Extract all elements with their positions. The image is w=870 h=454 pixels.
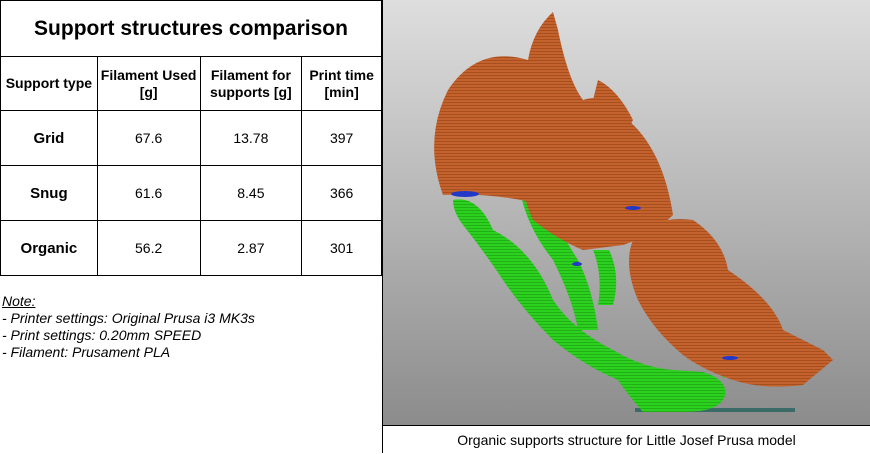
cell-print-time: 366: [301, 165, 382, 221]
cell-filament-used: 56.2: [96, 220, 201, 276]
support-contact-points: [451, 191, 738, 360]
comparison-table: Support structures comparison Support ty…: [0, 0, 382, 276]
cell-filament-supports: 8.45: [199, 165, 303, 221]
table-row: Organic 56.2 2.87 301: [0, 220, 382, 276]
table-row: Grid 67.6 13.78 397: [0, 110, 382, 166]
cell-filament-supports: 2.87: [199, 220, 303, 276]
table-row: Snug 61.6 8.45 366: [0, 165, 382, 221]
print-bed-plate: [635, 408, 795, 412]
header-filament-used: Filament Used [g]: [96, 56, 201, 111]
header-row: Support type Filament Used [g] Filament …: [0, 56, 382, 111]
cell-filament-used: 61.6: [96, 165, 201, 221]
cell-filament-supports: 13.78: [199, 110, 303, 166]
cell-type: Snug: [0, 165, 98, 221]
cell-print-time: 397: [301, 110, 382, 166]
render-caption: Organic supports structure for Little Jo…: [383, 425, 870, 453]
cell-print-time: 301: [301, 220, 382, 276]
notes-line-print-settings: - Print settings: 0.20mm SPEED: [2, 327, 202, 343]
notes-line-filament: - Filament: Prusament PLA: [2, 344, 171, 360]
notes: Note: - Printer settings: Original Prusa…: [2, 293, 255, 361]
render-panel: Organic supports structure for Little Jo…: [383, 0, 870, 453]
cell-filament-used: 67.6: [96, 110, 201, 166]
comparison-panel: Support structures comparison Support ty…: [0, 0, 383, 453]
notes-line-printer: - Printer settings: Original Prusa i3 MK…: [2, 310, 255, 326]
cell-type: Grid: [0, 110, 98, 166]
josef-prusa-model: [434, 12, 833, 387]
cell-type: Organic: [0, 220, 98, 276]
header-filament-supports: Filament for supports [g]: [199, 56, 303, 111]
model-render-illustration: [434, 12, 833, 412]
table-title: Support structures comparison: [0, 0, 382, 57]
notes-heading: Note:: [2, 293, 36, 309]
model-render: [383, 0, 870, 425]
header-print-time: Print time [min]: [301, 56, 382, 111]
header-support-type: Support type: [0, 56, 98, 111]
